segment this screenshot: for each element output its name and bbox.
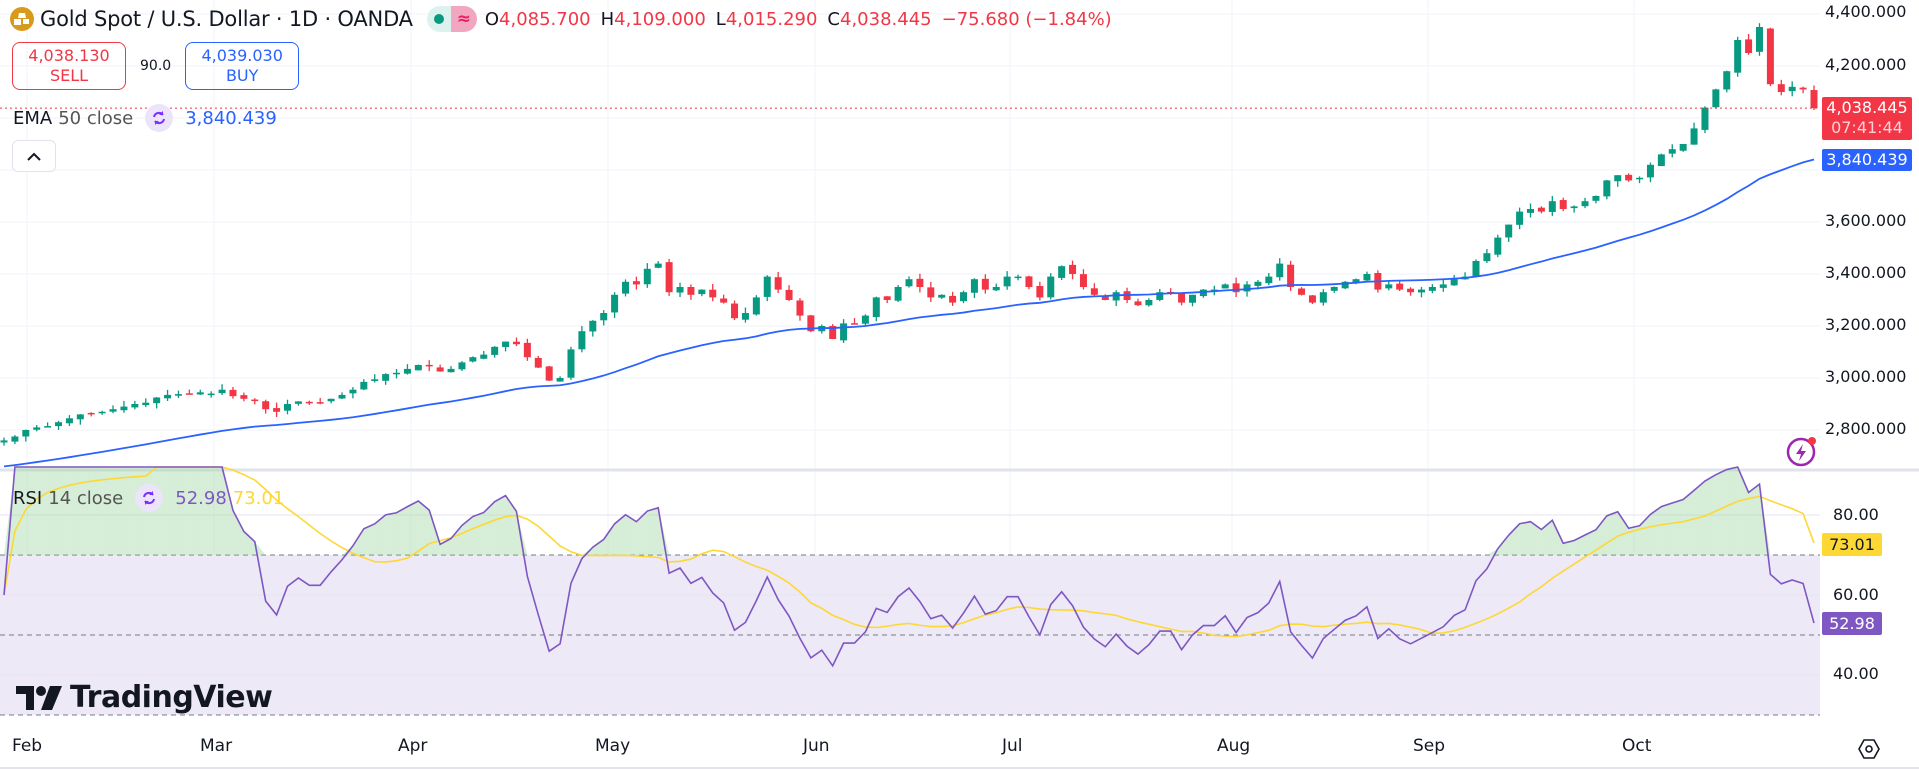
chevron-up-icon: [27, 152, 41, 161]
sync-icon[interactable]: [145, 104, 174, 132]
bar-countdown: 07:41:44: [1831, 118, 1903, 137]
settings-icon[interactable]: [1858, 738, 1880, 764]
last-price-tag: 4,038.445 07:41:44: [1822, 97, 1912, 140]
rsi-legend[interactable]: RSI 14 close 52.98 73.01: [13, 484, 284, 512]
market-status-pill[interactable]: ≈: [426, 6, 477, 32]
sell-button[interactable]: 4,038.130 SELL: [12, 42, 126, 90]
gold-symbol-icon: [10, 7, 34, 31]
tradingview-logo-icon: [16, 685, 62, 710]
data-delay-icon: ≈: [450, 6, 477, 32]
symbol-header: Gold Spot / U.S. Dollar · 1D · OANDA ≈ O…: [10, 6, 1112, 32]
ema-value: 3,840.439: [185, 107, 277, 129]
tradingview-watermark: TradingView: [16, 680, 273, 715]
price-change: −75.680 (−1.84%): [941, 8, 1112, 30]
trade-panel: 4,038.130 SELL 90.0 4,039.030 BUY: [12, 42, 300, 90]
buy-button[interactable]: 4,039.030 BUY: [185, 42, 300, 90]
sync-icon[interactable]: [135, 484, 164, 512]
alerts-icon[interactable]: [1785, 434, 1819, 472]
market-open-icon: [426, 6, 451, 32]
ema-legend[interactable]: EMA 50 close 3,840.439: [13, 104, 277, 132]
spread-value: 90.0: [140, 58, 172, 74]
ohlc-values: O4,085.700 H4,109.000 L4,015.290 C4,038.…: [484, 8, 1112, 30]
rsi-ma-tag: 73.01: [1822, 533, 1882, 556]
rsi-value: 52.98: [175, 487, 227, 509]
symbol-title[interactable]: Gold Spot / U.S. Dollar · 1D · OANDA: [40, 7, 413, 31]
rsi-ma-value: 73.01: [232, 487, 285, 509]
rsi-value-tag: 52.98: [1822, 612, 1882, 635]
ema-price-tag: 3,840.439: [1822, 149, 1912, 171]
collapse-legend-button[interactable]: [12, 140, 56, 172]
